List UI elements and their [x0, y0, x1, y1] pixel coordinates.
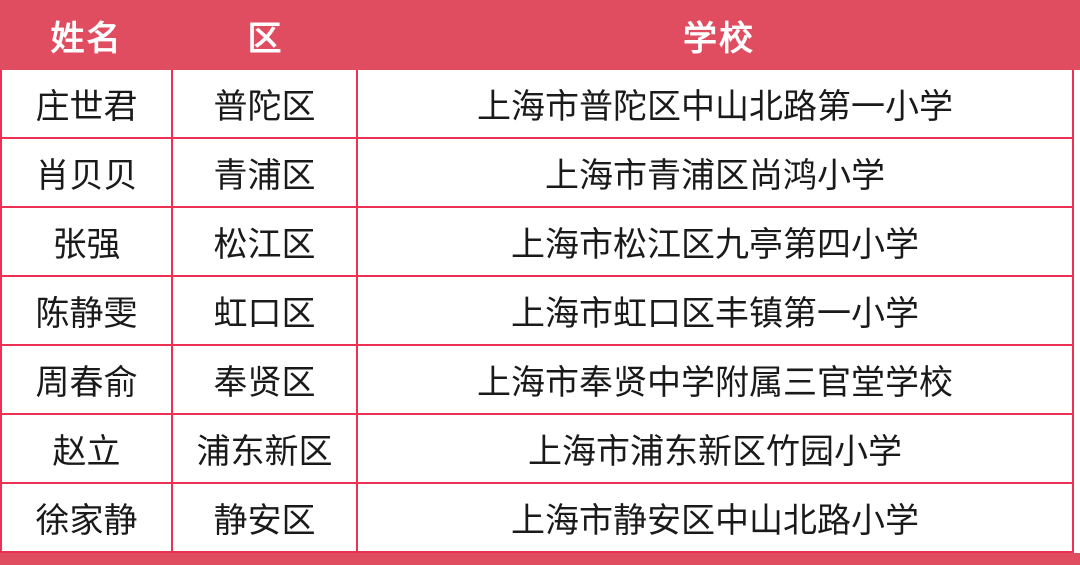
table-row: 赵立 浦东新区 上海市浦东新区竹园小学 [2, 415, 1074, 484]
table-row: 周春俞 奉贤区 上海市奉贤中学附属三官堂学校 [2, 346, 1074, 415]
column-header-district: 区 [247, 19, 284, 58]
cell-district: 虹口区 [173, 277, 358, 346]
cell-name: 张强 [2, 208, 173, 277]
cell-district: 奉贤区 [173, 346, 358, 415]
cell-name: 赵立 [2, 415, 173, 484]
column-header-school: 学校 [683, 19, 755, 58]
cell-school: 上海市奉贤中学附属三官堂学校 [358, 346, 1074, 415]
table-row: 庄世君 普陀区 上海市普陀区中山北路第一小学 [2, 70, 1074, 139]
cell-district: 浦东新区 [173, 415, 358, 484]
cell-school: 上海市青浦区尚鸿小学 [358, 139, 1074, 208]
table-row: 陈静雯 虹口区 上海市虹口区丰镇第一小学 [2, 277, 1074, 346]
cutoff-next-header-band [0, 553, 1080, 565]
cell-school: 上海市静安区中山北路小学 [358, 484, 1074, 553]
table-row: 徐家静 静安区 上海市静安区中山北路小学 [2, 484, 1074, 553]
table-header-row: 姓名 区 学校 [0, 0, 1080, 70]
cell-name: 庄世君 [2, 70, 173, 139]
table-body: 庄世君 普陀区 上海市普陀区中山北路第一小学 肖贝贝 青浦区 上海市青浦区尚鸿小… [0, 70, 1074, 553]
cell-school: 上海市普陀区中山北路第一小学 [358, 70, 1074, 139]
table-row: 肖贝贝 青浦区 上海市青浦区尚鸿小学 [2, 139, 1074, 208]
table-row: 张强 松江区 上海市松江区九亭第四小学 [2, 208, 1074, 277]
cell-school: 上海市虹口区丰镇第一小学 [358, 277, 1074, 346]
cell-district: 静安区 [173, 484, 358, 553]
cell-name: 肖贝贝 [2, 139, 173, 208]
cell-district: 青浦区 [173, 139, 358, 208]
cell-name: 周春俞 [2, 346, 173, 415]
cell-district: 普陀区 [173, 70, 358, 139]
cell-name: 陈静雯 [2, 277, 173, 346]
cell-name: 徐家静 [2, 484, 173, 553]
cell-school: 上海市浦东新区竹园小学 [358, 415, 1074, 484]
column-header-name: 姓名 [50, 19, 123, 58]
cell-school: 上海市松江区九亭第四小学 [358, 208, 1074, 277]
cell-district: 松江区 [173, 208, 358, 277]
